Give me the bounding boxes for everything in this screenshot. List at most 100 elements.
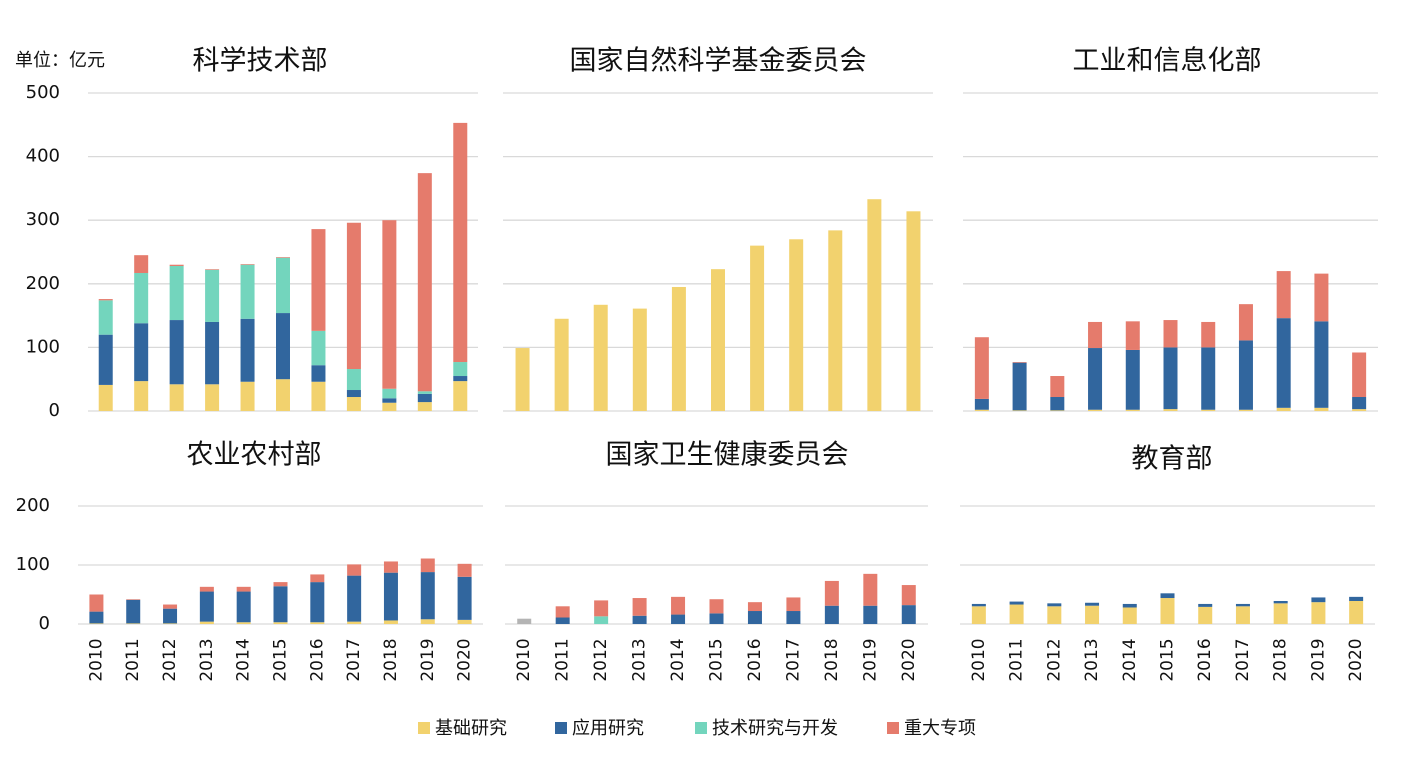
x-tick-label: 2015: [271, 638, 291, 681]
bar-segment: [1238, 304, 1253, 341]
bar-segment: [671, 286, 686, 411]
y-tick-label: 200: [16, 495, 50, 516]
bar-segment: [205, 384, 220, 411]
bar-segment: [1235, 603, 1250, 607]
bar-segment: [1085, 605, 1100, 624]
bar-segment: [347, 621, 362, 624]
bar-segment: [709, 613, 724, 624]
bar-segment: [1273, 603, 1288, 624]
bar-segment: [126, 623, 141, 624]
bar-segment: [240, 264, 255, 319]
bar-segment: [420, 619, 435, 624]
bar-segment: [163, 604, 178, 609]
bar-segment: [1050, 410, 1065, 411]
x-tick-label: 2017: [344, 638, 364, 681]
legend-swatch: [695, 722, 707, 734]
bar-segment: [236, 622, 251, 624]
bar-segment: [273, 582, 288, 587]
x-tick-label: 2013: [1082, 638, 1102, 681]
bar-segment: [1012, 362, 1027, 363]
bar-segment: [169, 384, 184, 411]
x-tick-label: 2013: [630, 638, 650, 681]
bar-segment: [89, 611, 104, 624]
bar-segment: [382, 388, 397, 399]
bar-segment: [1009, 604, 1024, 624]
x-tick-label: 2016: [745, 638, 765, 681]
bar-segment: [1163, 409, 1178, 411]
bar-segment: [709, 599, 724, 614]
y-tick-label: 500: [26, 82, 60, 103]
bar-segment: [1276, 318, 1291, 408]
bar-segment: [199, 586, 214, 592]
bar-segment: [1088, 409, 1103, 411]
panel-title: 农业农村部: [187, 440, 322, 471]
bar-segment: [750, 245, 765, 411]
bar-segment: [236, 586, 251, 592]
bar-segment: [1201, 409, 1216, 411]
bar-segment: [1122, 603, 1137, 608]
bar-segment: [1050, 397, 1065, 411]
bar-segment: [383, 561, 398, 573]
x-tick-label: 2010: [514, 638, 534, 681]
x-tick-label: 2014: [234, 638, 254, 681]
bar-segment: [711, 269, 725, 411]
bar-segment: [273, 622, 288, 624]
bar-segment: [632, 308, 647, 411]
bar-segment: [1314, 273, 1329, 322]
bar-segment: [346, 390, 361, 398]
bar-segment: [89, 594, 104, 612]
bar-segment: [163, 608, 178, 624]
bar-segment: [786, 611, 801, 624]
bar-segment: [1352, 409, 1367, 411]
bar-segment: [134, 323, 149, 382]
bar-segment: [276, 257, 290, 258]
unit-label: 单位：亿元: [15, 50, 105, 71]
bar-segment: [555, 606, 570, 618]
x-tick-label: 2012: [591, 638, 611, 681]
bar-segment: [593, 304, 608, 411]
bar-segment: [1314, 321, 1329, 408]
y-tick-label: 400: [26, 146, 60, 167]
bar-segment: [906, 211, 921, 411]
bar-segment: [1012, 410, 1027, 411]
bar-segment: [517, 618, 532, 624]
bar-segment: [1198, 606, 1213, 624]
bar-segment: [1125, 409, 1140, 411]
bar-segment: [98, 300, 113, 335]
bar-segment: [310, 622, 325, 624]
x-tick-label: 2014: [668, 638, 688, 681]
bar-segment: [382, 398, 397, 403]
y-tick-label: 0: [49, 400, 60, 421]
bar-segment: [1009, 601, 1024, 605]
bar-segment: [276, 257, 290, 314]
bar-segment: [1276, 407, 1291, 411]
bar-segment: [901, 585, 916, 606]
bar-segment: [311, 365, 326, 382]
bar-segment: [134, 272, 149, 324]
bar-segment: [311, 229, 326, 331]
panel-title: 科学技术部: [193, 46, 328, 77]
bar-segment: [453, 376, 468, 382]
bar-segment: [786, 597, 801, 612]
bar-segment: [89, 623, 104, 624]
bar-segment: [1238, 409, 1253, 411]
bar-segment: [1314, 407, 1329, 411]
bar-segment: [863, 605, 878, 624]
bar-segment: [453, 122, 468, 363]
bar-segment: [1085, 602, 1100, 606]
bar-segment: [1163, 347, 1178, 410]
bar-segment: [1122, 607, 1137, 624]
bar-segment: [240, 264, 255, 265]
x-tick-label: 2018: [381, 638, 401, 681]
bar-segment: [632, 598, 647, 616]
bar-segment: [420, 558, 435, 573]
bar-segment: [169, 320, 184, 385]
bar-segment: [382, 402, 397, 411]
bar-segment: [163, 623, 178, 624]
bar-segment: [824, 580, 839, 606]
x-tick-label: 2015: [1158, 638, 1178, 681]
bar-segment: [417, 173, 432, 392]
bar-segment: [457, 576, 472, 620]
bar-segment: [971, 606, 986, 624]
bar-segment: [1012, 362, 1027, 411]
